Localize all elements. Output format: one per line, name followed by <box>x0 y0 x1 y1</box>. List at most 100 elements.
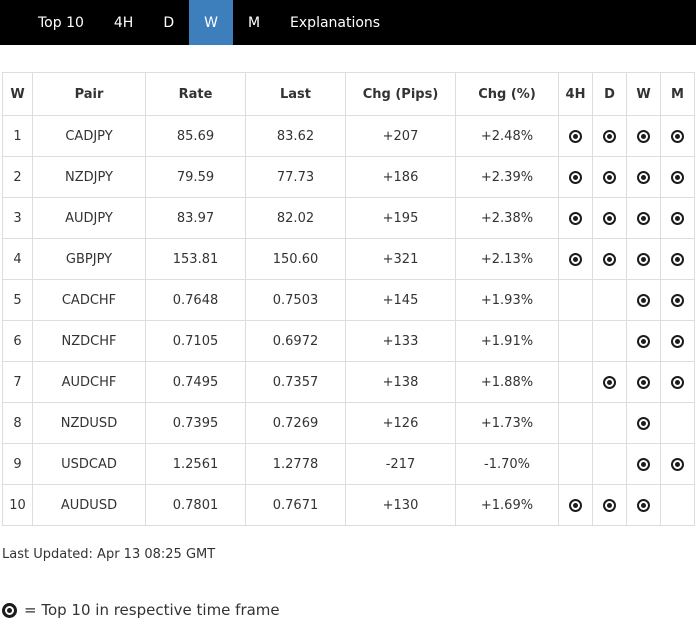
cell-indicator-w <box>626 402 661 444</box>
cell-rate: 1.2561 <box>145 443 246 485</box>
table-row: 4 GBPJPY 153.81 150.60 +321 +2.13% <box>2 238 695 280</box>
tab-explanations[interactable]: Explanations <box>290 14 381 31</box>
cell-chg-pips: -217 <box>345 443 456 485</box>
legend-text: = Top 10 in respective time frame <box>24 601 280 619</box>
cell-rank: 3 <box>2 197 33 239</box>
table-row: 6 NZDCHF 0.7105 0.6972 +133 +1.91% <box>2 320 695 362</box>
cell-last: 0.7671 <box>245 484 346 526</box>
top10-bullseye-icon <box>569 211 582 225</box>
bullseye-dot <box>675 215 680 221</box>
bullseye-dot <box>641 133 646 139</box>
cell-indicator-m <box>660 156 695 198</box>
cell-indicator-m <box>660 238 695 280</box>
col-header-pair: Pair <box>32 72 146 116</box>
top10-bullseye-icon <box>637 170 650 184</box>
cell-rate: 0.7395 <box>145 402 246 444</box>
bullseye-dot <box>675 256 680 262</box>
cell-indicator-m <box>660 361 695 403</box>
cell-pair: AUDCHF <box>32 361 146 403</box>
cell-indicator-4h <box>558 443 593 485</box>
tab-w-active[interactable]: W <box>189 0 233 45</box>
cell-rank: 2 <box>2 156 33 198</box>
cell-rank: 6 <box>2 320 33 362</box>
cell-chg-pips: +186 <box>345 156 456 198</box>
top10-bullseye-icon <box>637 293 650 307</box>
tab-d[interactable]: D <box>163 14 175 31</box>
cell-chg-pct: +1.93% <box>455 279 559 321</box>
top10-bullseye-icon <box>569 129 582 143</box>
top10-bullseye-icon <box>637 211 650 225</box>
cell-rank: 8 <box>2 402 33 444</box>
bullseye-dot <box>641 297 646 303</box>
cell-indicator-4h <box>558 402 593 444</box>
cell-indicator-w <box>626 115 661 157</box>
table-header-row: W Pair Rate Last Chg (Pips) Chg (%) 4H D… <box>2 72 695 116</box>
cell-rate: 0.7105 <box>145 320 246 362</box>
bullseye-dot <box>641 461 646 467</box>
cell-last: 0.7503 <box>245 279 346 321</box>
table-row: 3 AUDJPY 83.97 82.02 +195 +2.38% <box>2 197 695 239</box>
top10-bullseye-icon <box>2 602 17 618</box>
cell-last: 83.62 <box>245 115 346 157</box>
cell-chg-pips: +207 <box>345 115 456 157</box>
cell-pair: CADCHF <box>32 279 146 321</box>
bullseye-dot <box>573 256 578 262</box>
cell-indicator-m <box>660 443 695 485</box>
cell-indicator-w <box>626 197 661 239</box>
cell-indicator-d <box>592 484 627 526</box>
cell-chg-pips: +321 <box>345 238 456 280</box>
cell-last: 0.6972 <box>245 320 346 362</box>
last-updated-text: Last Updated: Apr 13 08:25 GMT <box>2 547 216 562</box>
cell-chg-pct: +1.69% <box>455 484 559 526</box>
tab-4h[interactable]: 4H <box>113 14 134 31</box>
cell-last: 82.02 <box>245 197 346 239</box>
top10-bullseye-icon <box>603 498 616 512</box>
col-header-last: Last <box>245 72 346 116</box>
cell-indicator-w <box>626 238 661 280</box>
cell-indicator-w <box>626 320 661 362</box>
tab-top10[interactable]: Top 10 <box>38 14 84 31</box>
top10-bullseye-icon <box>637 416 650 430</box>
cell-rank: 10 <box>2 484 33 526</box>
cell-last: 0.7269 <box>245 402 346 444</box>
cell-indicator-d <box>592 443 627 485</box>
table-row: 2 NZDJPY 79.59 77.73 +186 +2.39% <box>2 156 695 198</box>
cell-rate: 0.7648 <box>145 279 246 321</box>
bullseye-dot <box>7 607 12 613</box>
cell-indicator-m <box>660 484 695 526</box>
table-row: 8 NZDUSD 0.7395 0.7269 +126 +1.73% <box>2 402 695 444</box>
top10-bullseye-icon <box>671 170 684 184</box>
cell-chg-pct: +2.38% <box>455 197 559 239</box>
bullseye-dot <box>607 256 612 262</box>
cell-rate: 153.81 <box>145 238 246 280</box>
top10-bullseye-icon <box>603 170 616 184</box>
top10-bullseye-icon <box>671 211 684 225</box>
main-content: W Pair Rate Last Chg (Pips) Chg (%) 4H D… <box>0 72 696 619</box>
cell-pair: NZDUSD <box>32 402 146 444</box>
cell-chg-pips: +195 <box>345 197 456 239</box>
top10-movers-table: W Pair Rate Last Chg (Pips) Chg (%) 4H D… <box>2 72 695 526</box>
cell-pair: AUDJPY <box>32 197 146 239</box>
cell-rank: 9 <box>2 443 33 485</box>
bullseye-dot <box>675 461 680 467</box>
top10-bullseye-icon <box>603 252 616 266</box>
cell-indicator-4h <box>558 115 593 157</box>
tab-m[interactable]: M <box>247 14 261 31</box>
bullseye-dot <box>675 297 680 303</box>
cell-chg-pips: +145 <box>345 279 456 321</box>
bullseye-dot <box>641 215 646 221</box>
top10-bullseye-icon <box>569 498 582 512</box>
bullseye-dot <box>675 338 680 344</box>
table-row: 9 USDCAD 1.2561 1.2778 -217 -1.70% <box>2 443 695 485</box>
cell-chg-pips: +133 <box>345 320 456 362</box>
cell-indicator-m <box>660 279 695 321</box>
cell-indicator-d <box>592 279 627 321</box>
bullseye-dot <box>641 338 646 344</box>
cell-indicator-d <box>592 361 627 403</box>
bullseye-dot <box>607 133 612 139</box>
top10-bullseye-icon <box>603 129 616 143</box>
bullseye-dot <box>573 133 578 139</box>
cell-indicator-d <box>592 156 627 198</box>
table-row: 7 AUDCHF 0.7495 0.7357 +138 +1.88% <box>2 361 695 403</box>
bullseye-dot <box>573 502 578 508</box>
